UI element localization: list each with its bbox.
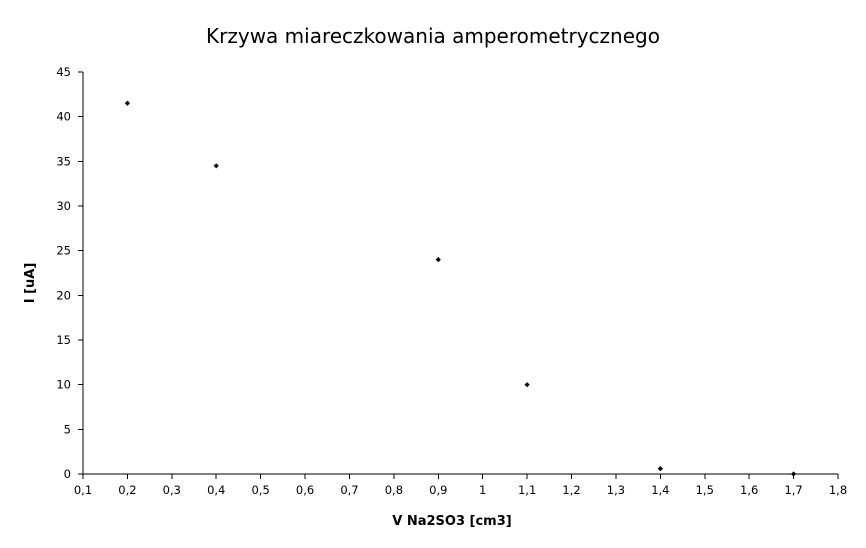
x-tick-label: 1,5 [696, 483, 714, 497]
x-tick-label: 0,8 [385, 483, 403, 497]
x-tick-label: 0,6 [296, 483, 314, 497]
x-tick-label: 0,4 [207, 483, 225, 497]
x-axis-label: V Na2SO3 [cm3] [392, 514, 511, 529]
y-tick-label: 40 [56, 110, 71, 124]
data-point [213, 163, 219, 169]
x-tick-label: 1,2 [562, 483, 580, 497]
x-tick-label: 1,6 [740, 483, 758, 497]
data-points-group [124, 100, 797, 477]
x-tick-label: 0,3 [163, 483, 181, 497]
x-tick-label: 1,8 [829, 483, 847, 497]
x-tick-label: 0,5 [251, 483, 269, 497]
chart-title: Krzywa miareczkowania amperometrycznego [206, 24, 660, 48]
x-tick-label: 0,7 [340, 483, 358, 497]
y-tick-label: 10 [56, 378, 71, 392]
ticks-group: 0,1 0,2 0,3 0,4 0,5 0,6 0,7 0,8 0,9 1 1,1 1,2 1,3 1,4… [56, 65, 847, 497]
y-axis-label: I [uA] [23, 263, 38, 304]
y-tick-label: 5 [64, 422, 71, 436]
y-tick-label: 0 [64, 467, 71, 481]
x-tick-label: 1,4 [651, 483, 669, 497]
data-point [524, 382, 530, 388]
y-tick-label: 25 [56, 244, 71, 258]
y-tick-label: 15 [56, 333, 71, 347]
y-tick-label: 45 [56, 65, 71, 79]
data-point [790, 471, 797, 477]
x-tick-label: 0,9 [429, 483, 447, 497]
x-tick-label: 1 [479, 483, 486, 497]
x-tick-label: 1,7 [784, 483, 802, 497]
x-tick-label: 0,1 [74, 483, 92, 497]
data-point [124, 100, 131, 106]
x-tick-label: 1,1 [518, 483, 536, 497]
y-tick-label: 35 [56, 154, 71, 168]
y-tick-label: 30 [56, 199, 71, 213]
x-tick-label: 0,2 [118, 483, 136, 497]
data-point [435, 257, 441, 263]
x-tick-label: 1,3 [607, 483, 625, 497]
y-tick-label: 20 [56, 288, 71, 302]
data-point [657, 466, 663, 472]
